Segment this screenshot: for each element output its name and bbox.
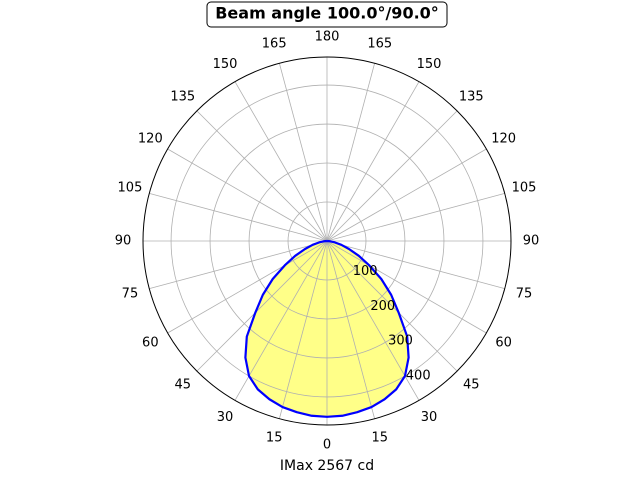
theta-tick-label: 120 xyxy=(138,132,163,147)
grid-spoke xyxy=(326,240,505,290)
r-tick-label: 100 xyxy=(353,264,378,279)
theta-tick-label: 135 xyxy=(170,89,195,104)
grid-spoke xyxy=(234,81,328,242)
grid-spoke xyxy=(326,81,420,242)
theta-tick-label: 60 xyxy=(142,336,159,351)
theta-tick-label: 75 xyxy=(516,286,533,301)
grid-spoke xyxy=(234,240,328,401)
theta-tick-label: 120 xyxy=(491,132,516,147)
theta-tick-label: 90 xyxy=(115,234,132,249)
theta-tick-label: 45 xyxy=(174,378,191,393)
title-box xyxy=(206,1,448,28)
r-tick-label: 300 xyxy=(388,334,413,349)
x-axis-label: IMax 2567 cd xyxy=(280,458,374,474)
theta-tick-label: 90 xyxy=(523,234,540,249)
grid-spoke xyxy=(196,240,328,372)
theta-tick-label: 75 xyxy=(122,286,139,301)
theta-tick-label: 135 xyxy=(459,89,484,104)
beam-line xyxy=(244,239,410,418)
grid-spoke xyxy=(278,63,328,242)
grid-spoke xyxy=(326,240,458,372)
grid-spoke xyxy=(326,240,420,401)
grid-spoke xyxy=(326,148,487,242)
theta-tick-label: 105 xyxy=(118,181,143,196)
grid-spoke xyxy=(278,240,328,419)
grid-spoke xyxy=(149,240,328,290)
theta-tick-label: 45 xyxy=(463,378,480,393)
theta-tick-label: 180 xyxy=(315,30,340,45)
theta-tick-label: 30 xyxy=(421,410,438,425)
grid-spoke xyxy=(167,148,328,242)
grid-spoke xyxy=(149,192,328,242)
theta-tick-label: 165 xyxy=(262,36,287,51)
grid-spoke xyxy=(167,240,328,334)
polar-frame xyxy=(142,56,512,426)
grid-spoke xyxy=(326,240,487,334)
theta-tick-label: 150 xyxy=(417,57,442,72)
grid-spoke xyxy=(326,240,376,419)
chart-title: Beam angle 100.0°/90.0° xyxy=(215,4,439,23)
r-tick-label: 400 xyxy=(406,368,431,383)
grid-spoke xyxy=(326,192,505,242)
grid-spoke xyxy=(196,110,328,242)
theta-tick-label: 15 xyxy=(266,431,283,446)
theta-tick-label: 60 xyxy=(495,336,512,351)
theta-tick-label: 30 xyxy=(217,410,234,425)
theta-tick-label: 15 xyxy=(372,431,389,446)
theta-tick-label: 150 xyxy=(213,57,238,72)
theta-tick-label: 0 xyxy=(323,438,331,453)
theta-tick-label: 165 xyxy=(367,36,392,51)
grid-spoke xyxy=(326,110,458,242)
r-tick-label: 200 xyxy=(370,299,395,314)
theta-tick-label: 105 xyxy=(512,181,537,196)
grid-spoke xyxy=(326,63,376,242)
